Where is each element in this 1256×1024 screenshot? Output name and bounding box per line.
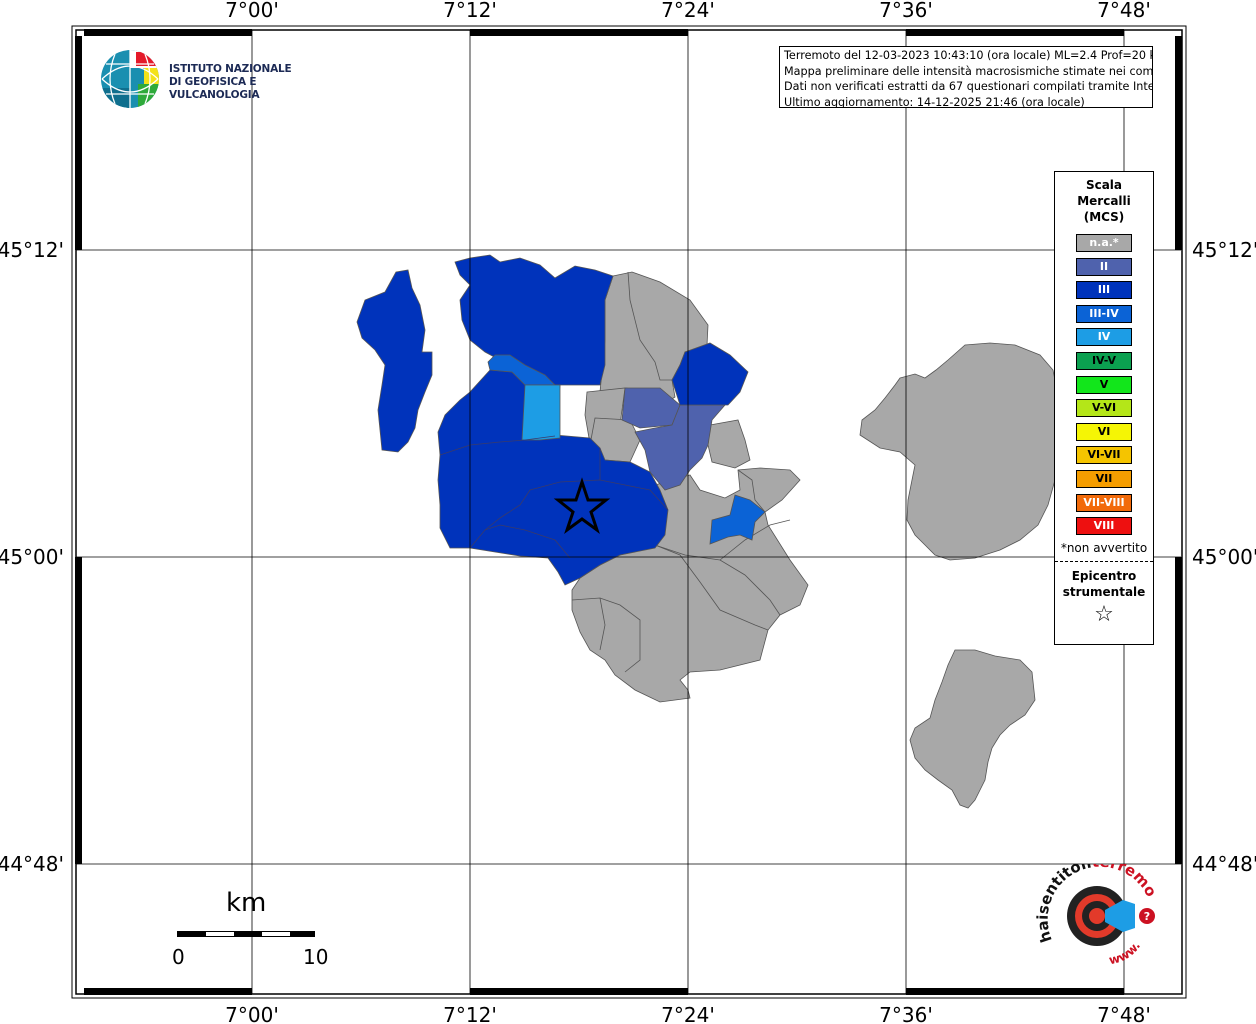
- lat-label-left-0: 45°12': [0, 238, 64, 262]
- lat-labels-right: 45°12' 45°00' 44°48': [1192, 238, 1256, 876]
- lon-label-bottom-1: 7°12': [443, 1003, 497, 1024]
- municipality-na-group: [571, 271, 1063, 809]
- speaker-icon: ?: [1067, 886, 1155, 946]
- municipality-iii-iv-b: [709, 494, 766, 545]
- legend-class-list: n.a.* II III III-IV IV IV-V V V-VI VI VI-VII VII VI…: [1055, 234, 1153, 536]
- legend-class-box: VII: [1076, 469, 1132, 488]
- legend-class-box: V: [1076, 375, 1132, 394]
- ingv-name: ISTITUTO NAZIONALE DI GEOFISICA E VULCAN…: [169, 63, 330, 102]
- legend-class-box: VI: [1076, 422, 1132, 441]
- legend-divider: [1055, 560, 1153, 562]
- municipality-na-center-east: [707, 419, 751, 469]
- municipality-ii-b: [634, 404, 726, 491]
- legend-title-line3: (MCS): [1083, 210, 1125, 224]
- legend-class-box: III: [1076, 281, 1132, 300]
- lon-labels-top: 7°00' 7°12' 7°24' 7°36' 7°48': [225, 0, 1151, 22]
- municipality-iii-iv-a: [487, 354, 556, 386]
- scale-seg-5: [290, 932, 314, 936]
- event-info-line3: Dati non verificati estratti da 67 quest…: [784, 80, 1153, 93]
- municipality-ii-group: [621, 387, 726, 491]
- municipality-iii-northwest-strip: [356, 269, 433, 453]
- scale-seg-1: [178, 932, 206, 936]
- legend-class-box: II: [1076, 257, 1132, 276]
- legend-class-box: VIII: [1076, 517, 1132, 536]
- municipality-iii-group: [356, 254, 749, 586]
- municipality-iv-group: [521, 384, 561, 441]
- legend-epicentre-line1: Epicentro: [1071, 568, 1137, 583]
- scale-seg-3: [234, 932, 262, 936]
- event-info-line4: Ultimo aggiornamento: 14-12-2025 21:46 (…: [784, 95, 1085, 108]
- scale-unit: km: [226, 888, 267, 918]
- event-info-box: Terremoto del 12-03-2023 10:43:10 (ora l…: [779, 46, 1153, 108]
- municipality-iii-iv-group: [487, 354, 766, 545]
- lat-label-left-1: 45°00': [0, 545, 64, 569]
- lon-label-bottom-3: 7°36': [879, 1003, 933, 1024]
- hst-logo-graphic: haisentitoilterremoto.it www. ?: [1030, 850, 1160, 967]
- municipality-iii-main: [437, 369, 669, 586]
- lon-label-top-0: 7°00': [225, 0, 279, 22]
- lat-label-left-2: 44°48': [0, 852, 64, 876]
- legend-class-box: III-IV: [1076, 304, 1132, 323]
- lon-label-bottom-2: 7°24': [661, 1003, 715, 1024]
- lon-label-top-1: 7°12': [443, 0, 497, 22]
- legend-title: Scala Mercalli (MCS): [1055, 177, 1153, 225]
- epicentre-star-icon: [553, 477, 611, 534]
- svg-text:www.: www.: [1108, 939, 1143, 967]
- legend-class-box: IV: [1076, 328, 1132, 347]
- lat-labels-left: 45°12' 45°00' 44°48': [0, 238, 64, 876]
- legend-title-line2: Mercalli: [1077, 194, 1131, 208]
- legend-class-box: VII-VIII: [1076, 493, 1132, 512]
- ingv-name-line1: ISTITUTO NAZIONALE: [169, 63, 292, 75]
- lon-labels-bottom: 7°00' 7°12' 7°24' 7°36' 7°48': [225, 1003, 1151, 1024]
- hst-logo: haisentitoilterremoto.it www. ?: [1030, 850, 1165, 974]
- map-frame: [71, 25, 1187, 999]
- municipality-na-southeast: [909, 649, 1036, 809]
- scale-bar: km 0 10: [170, 888, 340, 978]
- graticule: [76, 30, 1181, 994]
- legend-class-box: IV-V: [1076, 351, 1132, 370]
- scale-label-start: 0: [172, 945, 185, 969]
- ingv-logo: ISTITUTO NAZIONALE DI GEOFISICA E VULCAN…: [100, 48, 330, 110]
- legend-class-box: n.a.*: [1076, 234, 1132, 252]
- legend-title-line1: Scala: [1085, 178, 1123, 192]
- municipality-iv-a: [521, 384, 561, 441]
- legend-note: *non avvertito: [1060, 540, 1148, 555]
- legend-epicentre-label: Epicentro strumentale: [1055, 568, 1153, 600]
- event-info-line1: Terremoto del 12-03-2023 10:43:10 (ora l…: [784, 49, 1153, 62]
- municipality-iii-north: [454, 254, 614, 386]
- iii-internal-borders: [439, 435, 669, 559]
- legend-star-icon: ☆: [1094, 601, 1114, 627]
- legend-class-box: VI-VII: [1076, 446, 1132, 465]
- lon-label-bottom-0: 7°00': [225, 1003, 279, 1024]
- svg-text:?: ?: [1144, 910, 1150, 923]
- scale-bar-graphic: [177, 931, 315, 937]
- lat-label-right-2: 44°48': [1192, 852, 1256, 876]
- event-info-line2: Mappa preliminare delle intensità macros…: [784, 64, 1153, 78]
- lon-label-top-4: 7°48': [1097, 0, 1151, 22]
- mcs-legend: Scala Mercalli (MCS) n.a.* II III III-IV IV I…: [1054, 171, 1154, 645]
- lat-label-right-1: 45°00': [1192, 545, 1256, 569]
- scale-label-end: 10: [303, 945, 329, 969]
- ingv-globe-icon: [101, 50, 159, 108]
- ingv-name-line2: DI GEOFISICA E VULCANOLOGIA: [169, 76, 260, 101]
- municipality-iii-northeast: [671, 342, 749, 406]
- hst-text-bottom: www.: [1108, 939, 1143, 967]
- legend-class-box: V-VI: [1076, 399, 1132, 418]
- lon-label-top-2: 7°24': [661, 0, 715, 22]
- lon-label-top-3: 7°36': [879, 0, 933, 22]
- legend-epicentre-line2: strumentale: [1062, 584, 1146, 599]
- municipality-na-east-block: [859, 342, 1063, 561]
- lat-label-right-0: 45°12': [1192, 238, 1256, 262]
- lon-label-bottom-4: 7°48': [1097, 1003, 1151, 1024]
